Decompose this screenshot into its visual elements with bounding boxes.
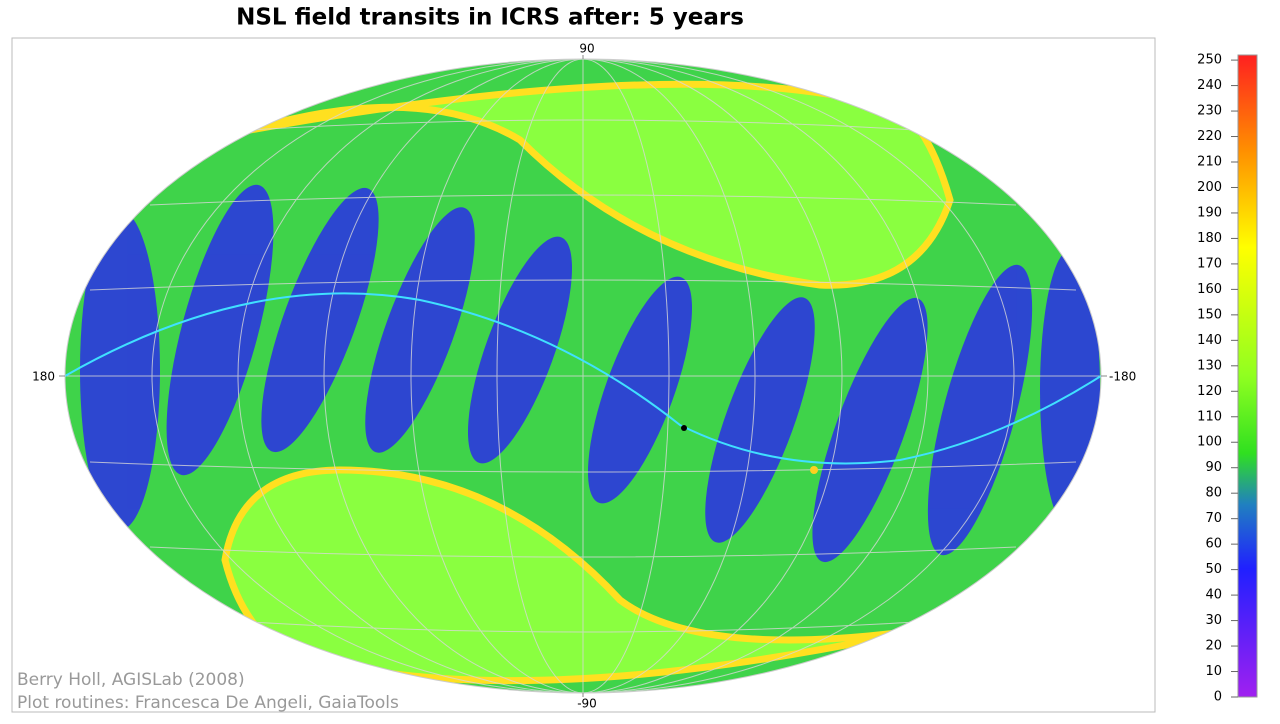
colorbar-tick-label: 80 [1205, 486, 1222, 501]
colorbar-tick-label: 220 [1197, 129, 1222, 144]
colorbar-tick-label: 170 [1197, 256, 1222, 271]
x-tick-label: -180 [1109, 370, 1136, 384]
colorbar-tick-label: 120 [1197, 384, 1222, 399]
colorbar-tick-label: 40 [1205, 588, 1222, 603]
colorbar-tick-label: 240 [1197, 78, 1222, 93]
colorbar-tick-label: 100 [1197, 435, 1222, 450]
colorbar-tick-label: 150 [1197, 307, 1222, 322]
colorbar-tick-label: 130 [1197, 358, 1222, 373]
colorbar-tick-label: 230 [1197, 104, 1222, 119]
y-tick-label: -90 [577, 697, 597, 711]
colorbar-tick-label: 10 [1205, 664, 1222, 679]
y-tick-label: 90 [579, 42, 594, 56]
colorbar-tick-label: 160 [1197, 282, 1222, 297]
colorbar [1237, 54, 1258, 698]
colorbar-tick-label: 180 [1197, 231, 1222, 246]
colorbar-tick-label: 20 [1205, 639, 1222, 654]
colorbar-tick-label: 250 [1197, 53, 1222, 68]
sky-map [65, 59, 1101, 693]
colorbar-tick-label: 50 [1205, 562, 1222, 577]
colorbar-tick-label: 140 [1197, 333, 1222, 348]
colorbar-tick-label: 0 [1214, 690, 1222, 705]
colorbar-tick-label: 70 [1205, 511, 1222, 526]
credit: Berry Holl, AGISLab (2008) [17, 670, 245, 690]
colorbar-tick-label: 90 [1205, 460, 1222, 475]
chart-title: NSL field transits in ICRS after: 5 year… [236, 5, 744, 31]
colorbar-tick-label: 200 [1197, 180, 1222, 195]
x-tick-label: 180 [32, 370, 55, 384]
colorbar-tick-label: 110 [1197, 409, 1222, 424]
colorbar-tick-label: 60 [1205, 537, 1222, 552]
colorbar-tick-label: 30 [1205, 613, 1222, 628]
colorbar-tick-label: 210 [1197, 155, 1222, 170]
credit: Plot routines: Francesca De Angeli, Gaia… [17, 693, 399, 713]
colorbar-tick-label: 190 [1197, 205, 1222, 220]
